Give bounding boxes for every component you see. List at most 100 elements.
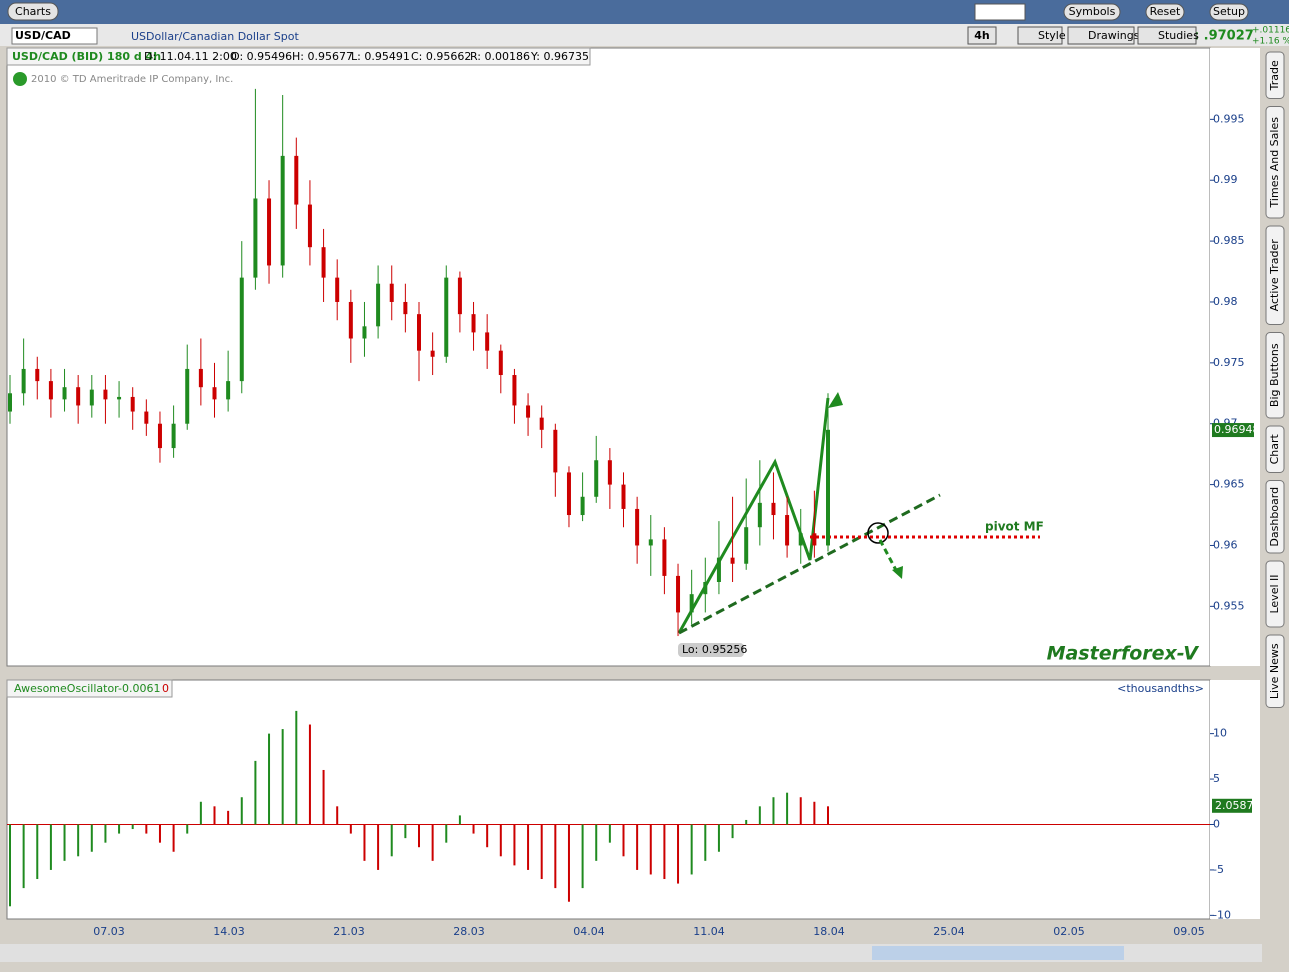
candle-body bbox=[471, 314, 476, 333]
x-tick-label: 02.05 bbox=[1053, 925, 1085, 938]
info-icon[interactable] bbox=[13, 72, 27, 86]
x-tick-label: 04.04 bbox=[573, 925, 605, 938]
toolbar-button[interactable] bbox=[1145, 3, 1185, 21]
candle-body bbox=[335, 277, 340, 302]
osc-bar bbox=[554, 824, 557, 889]
symbol-box[interactable] bbox=[11, 27, 98, 45]
candle-body bbox=[812, 533, 817, 546]
tool-button[interactable] bbox=[1017, 26, 1063, 45]
candle-body bbox=[376, 283, 381, 327]
candle-body bbox=[635, 508, 640, 546]
timeframe-btn[interactable] bbox=[967, 26, 997, 45]
candle-body bbox=[389, 283, 394, 302]
candle-body bbox=[8, 393, 12, 412]
candle-body bbox=[185, 368, 190, 424]
charts-tab[interactable] bbox=[7, 2, 59, 21]
candle-body bbox=[798, 533, 803, 546]
osc-title: AwesomeOscillator bbox=[14, 682, 119, 695]
osc-bar bbox=[458, 815, 461, 825]
button-label: Reset bbox=[1150, 5, 1181, 18]
osc-bar bbox=[431, 824, 434, 861]
osc-bar bbox=[486, 824, 489, 848]
osc-bar bbox=[786, 792, 789, 825]
side-tab-label: Dashboard bbox=[1268, 487, 1281, 547]
candle-body bbox=[321, 247, 326, 278]
osc-bar bbox=[213, 806, 216, 825]
osc-bar bbox=[268, 733, 271, 825]
tool-label: Drawings bbox=[1088, 29, 1140, 42]
side-tab[interactable] bbox=[1265, 480, 1285, 554]
osc-bar bbox=[745, 819, 748, 825]
osc-bar bbox=[322, 769, 325, 825]
side-tab[interactable] bbox=[1265, 560, 1285, 628]
candle-body bbox=[485, 332, 490, 351]
osc-bar bbox=[22, 824, 25, 889]
candle-body bbox=[676, 575, 681, 613]
tool-button[interactable] bbox=[1067, 26, 1135, 45]
price-axis bbox=[1210, 48, 1260, 666]
x-tick-label: 11.04 bbox=[693, 925, 725, 938]
last-price-marker bbox=[1212, 423, 1254, 438]
side-tab[interactable] bbox=[1265, 634, 1285, 708]
candle-body bbox=[744, 527, 749, 564]
side-tab[interactable] bbox=[1265, 225, 1285, 325]
candle-body bbox=[89, 389, 94, 406]
candle-body bbox=[62, 387, 67, 400]
toolbar-button[interactable] bbox=[1209, 3, 1249, 21]
candle-body bbox=[294, 155, 299, 205]
button-label: Setup bbox=[1213, 5, 1245, 18]
watermark: Masterforex-V bbox=[1047, 643, 1200, 665]
candle-body bbox=[21, 368, 26, 394]
candle-body bbox=[444, 277, 449, 357]
tool-label: Studies bbox=[1158, 29, 1199, 42]
candle-body bbox=[307, 204, 312, 248]
y-tick-label: 0.985 bbox=[1213, 234, 1245, 247]
candle-body bbox=[648, 539, 653, 546]
candle-body bbox=[103, 389, 108, 400]
change-pct: +1.16 % bbox=[1252, 37, 1289, 47]
candle-body bbox=[498, 350, 503, 376]
osc-bar bbox=[758, 806, 761, 825]
trend-line bbox=[678, 493, 941, 635]
ohlc-info: H: 0.95677 bbox=[292, 50, 353, 63]
header-bar bbox=[6, 47, 591, 66]
ohlc-info: C: 0.95662 bbox=[411, 50, 471, 63]
side-tab[interactable] bbox=[1265, 425, 1285, 473]
osc-bar bbox=[172, 824, 175, 852]
osc-bar bbox=[717, 824, 720, 852]
y-tick-label: 10 bbox=[1213, 727, 1227, 740]
candle-body bbox=[267, 198, 272, 266]
side-tab-label: Times And Sales bbox=[1268, 117, 1281, 209]
osc-bar bbox=[118, 824, 121, 834]
osc-bar bbox=[90, 824, 93, 852]
osc-bar bbox=[227, 810, 230, 825]
side-tab[interactable] bbox=[1265, 332, 1285, 419]
candle-body bbox=[253, 198, 258, 278]
y-tick-label: 0.98 bbox=[1213, 295, 1238, 308]
toolbar bbox=[0, 24, 1289, 46]
candle-body bbox=[35, 368, 40, 382]
candle-body bbox=[226, 381, 231, 400]
timeframe: 4h bbox=[974, 29, 990, 42]
y-tick-label: 0 bbox=[1213, 817, 1220, 830]
side-tab[interactable] bbox=[1265, 51, 1285, 99]
scroll-thumb[interactable] bbox=[872, 946, 1124, 960]
side-tab[interactable] bbox=[1265, 106, 1285, 219]
osc-bar bbox=[649, 824, 652, 875]
candle-body bbox=[703, 581, 708, 595]
candle-body bbox=[785, 515, 790, 546]
osc-bar bbox=[281, 729, 284, 825]
osc-bar bbox=[63, 824, 66, 861]
osc-bar bbox=[199, 801, 202, 825]
side-tab-label: Chart bbox=[1268, 433, 1281, 464]
osc-bar bbox=[49, 824, 52, 870]
osc-bar bbox=[622, 824, 625, 857]
tool-button[interactable] bbox=[1137, 26, 1197, 45]
osc-bar bbox=[677, 824, 680, 884]
toolbar-button[interactable] bbox=[1063, 3, 1121, 21]
search-box[interactable] bbox=[974, 3, 1026, 21]
candle-body bbox=[594, 460, 599, 497]
osc-bar bbox=[158, 824, 161, 843]
candle-body bbox=[826, 429, 830, 546]
y-tick-label: -10 bbox=[1213, 908, 1231, 921]
